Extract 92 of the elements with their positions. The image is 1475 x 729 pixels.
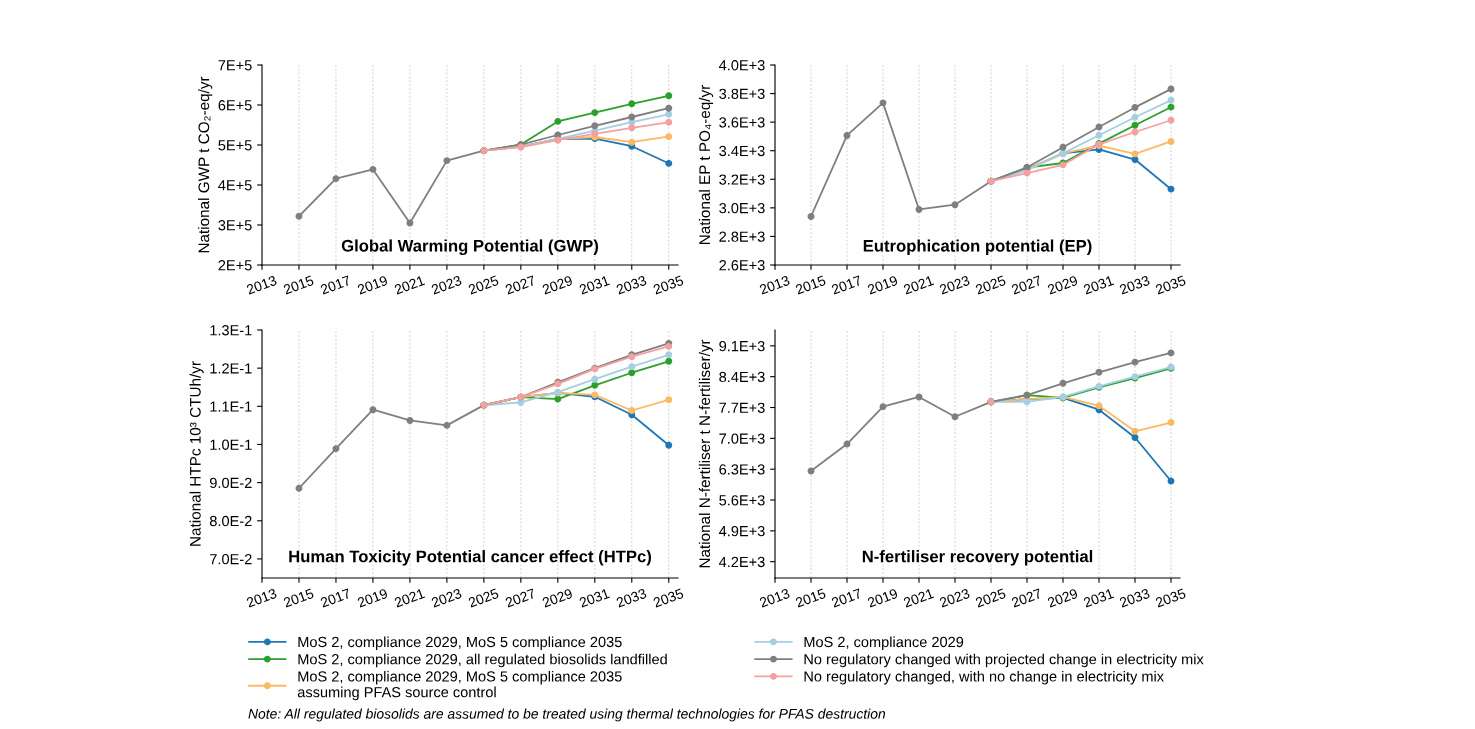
legend-label: MoS 2, compliance 2029, all regulated biosolids landfilled [298, 653, 667, 668]
x-tick-label: 2013 [246, 275, 278, 295]
text: N-fertiliser recovery potential [862, 550, 1093, 566]
x-tick-label: 2023 [430, 275, 463, 295]
legend-label: MoS 2, compliance 2029, MoS 5 compliance 2035 [298, 636, 622, 651]
x-tick-label: 2031 [1083, 588, 1115, 608]
y-tick-label: 6.3E+3 [719, 464, 765, 475]
x-tick-label: 2031 [1083, 275, 1115, 295]
y-tick-label: 4E+5 [218, 180, 252, 191]
x-tick-label: 2035 [652, 588, 684, 608]
x-tick-label: 2013 [246, 588, 278, 608]
y-tick-label: 4.9E+3 [718, 525, 765, 537]
y-tick-label: 7.7E+3 [719, 402, 765, 413]
y-tick-label: 5E+5 [218, 140, 252, 151]
y-tick-label: 3E+5 [218, 220, 252, 231]
x-tick-label: 2019 [356, 275, 389, 295]
x-tick-label: 2035 [1155, 275, 1187, 295]
y-tick-label: 1.3E-1 [210, 325, 252, 336]
x-tick-label: 2017 [831, 275, 863, 295]
text: Global Warming Potential (GWP) [341, 239, 599, 255]
x-tick-label: 2035 [1155, 588, 1187, 608]
y-tick-label: 2.8E+3 [719, 231, 765, 242]
x-tick-label: 2027 [504, 275, 536, 295]
x-tick-label: 2029 [541, 275, 573, 295]
x-tick-label: 2025 [467, 588, 500, 608]
x-tick-label: 2031 [578, 588, 610, 608]
y-tick-label: 3.4E+3 [719, 145, 765, 157]
x-tick-label: 2033 [615, 588, 647, 608]
x-tick-label: 2035 [652, 275, 684, 295]
text: Human Toxicity Potential cancer effect (HTPc) [289, 550, 652, 566]
y-axis-title: National GWP t CO₂-eq/yr [198, 76, 213, 253]
x-tick-label: 2033 [1119, 588, 1151, 608]
y-tick-label: 2.6E+3 [719, 260, 765, 271]
y-tick-label: 6E+5 [218, 100, 252, 111]
legend-label: No regulatory changed with projected change in electricity mix [804, 653, 1204, 668]
x-tick-label: 2033 [615, 275, 647, 295]
y-tick-label: 3.6E+3 [719, 117, 765, 128]
y-tick-label: 7.0E-2 [210, 554, 252, 565]
x-tick-label: 2021 [903, 275, 935, 295]
text: Note: All regulated biosolids are assumed to be treated using thermal technologies for PFAS destruction [248, 708, 886, 722]
legend-label: No regulatory changed, with no change in electricity mix [804, 670, 1164, 685]
x-tick-label: 2021 [903, 588, 935, 608]
x-tick-label: 2029 [541, 588, 573, 608]
x-tick-label: 2017 [831, 588, 863, 608]
x-tick-label: 2031 [578, 275, 610, 295]
x-tick-label: 2023 [939, 275, 971, 295]
x-tick-label: 2029 [1047, 275, 1079, 295]
y-tick-label: 3.8E+3 [719, 88, 765, 99]
y-tick-label: 8.4E+3 [719, 371, 765, 383]
y-tick-label: 9.1E+3 [719, 340, 765, 352]
y-tick-label: 3.0E+3 [719, 202, 765, 214]
y-tick-label: 4.2E+3 [718, 556, 765, 568]
y-tick-label: 7.0E+3 [719, 433, 765, 444]
legend-label: MoS 2, compliance 2029 [804, 636, 964, 651]
text: Eutrophication potential (EP) [863, 239, 1092, 255]
y-tick-label: 9.0E-2 [210, 477, 252, 489]
x-tick-label: 2021 [393, 275, 426, 295]
x-tick-label: 2015 [283, 275, 315, 295]
y-tick-label: 3.2E+3 [719, 174, 765, 185]
x-tick-label: 2025 [467, 275, 500, 295]
x-tick-label: 2015 [283, 588, 315, 608]
x-tick-label: 2033 [1119, 275, 1151, 295]
y-axis-title: National HTPc 10³ CTUh/yr [189, 361, 204, 546]
x-tick-label: 2013 [759, 275, 791, 295]
x-tick-label: 2023 [939, 588, 971, 608]
x-tick-label: 2019 [356, 588, 389, 608]
x-tick-label: 2021 [393, 588, 426, 608]
x-tick-label: 2029 [1047, 588, 1079, 608]
x-tick-label: 2027 [504, 588, 536, 608]
y-tick-label: 1.0E-1 [210, 439, 252, 450]
y-tick-label: 7E+5 [218, 60, 252, 71]
y-tick-label: 2E+5 [218, 260, 252, 271]
y-axis-title: National EP t PO₄-eq/yr [698, 85, 714, 244]
x-tick-label: 2023 [430, 588, 463, 608]
x-tick-label: 2017 [320, 275, 352, 295]
legend-label: MoS 2, compliance 2029, MoS 5 compliance 2035 assuming PFAS source control [297, 670, 622, 701]
x-tick-label: 2017 [320, 588, 352, 608]
x-tick-label: 2027 [1011, 275, 1043, 295]
x-tick-label: 2015 [795, 275, 827, 295]
y-axis-title: National N-fertiliser t N-fertiliser/yr [698, 339, 714, 568]
y-tick-label: 5.6E+3 [719, 495, 765, 506]
x-tick-label: 2025 [975, 588, 1007, 608]
y-tick-label: 8.0E-2 [209, 515, 252, 527]
x-tick-label: 2013 [759, 588, 791, 608]
x-tick-label: 2015 [795, 588, 827, 608]
y-tick-label: 1.2E-1 [210, 363, 252, 374]
x-tick-label: 2025 [975, 275, 1007, 295]
x-tick-label: 2027 [1011, 588, 1043, 608]
y-tick-label: 1.1E-1 [210, 401, 252, 412]
y-tick-label: 4.0E+3 [718, 60, 765, 71]
x-tick-label: 2019 [867, 588, 899, 608]
x-tick-label: 2019 [867, 275, 899, 295]
